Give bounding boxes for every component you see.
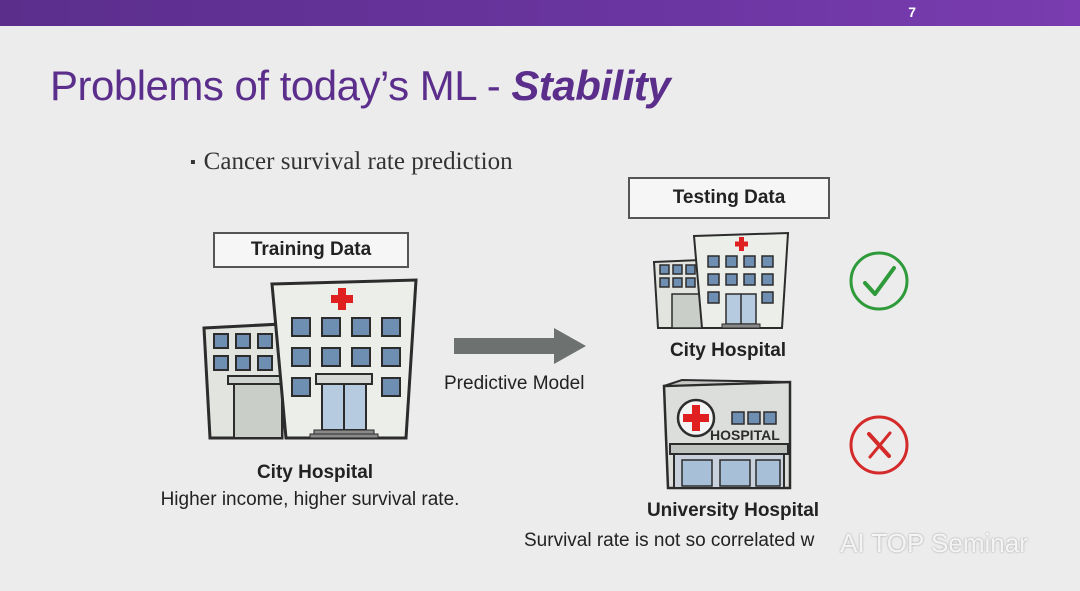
right-arrow-icon <box>454 328 586 364</box>
top-banner: 7 <box>0 0 1080 26</box>
title-main: Problems of today’s ML - <box>50 62 512 109</box>
title-emphasis: Stability <box>511 62 671 109</box>
testing-data-label: Testing Data <box>628 177 830 219</box>
city-hospital-large-icon <box>202 278 418 440</box>
test-hospital-1-name: City Hospital <box>669 340 787 361</box>
bullet-item: ▪ Cancer survival rate prediction <box>190 148 513 176</box>
city-hospital-small-icon <box>652 231 790 329</box>
training-hospital-name: City Hospital <box>256 462 374 483</box>
university-hospital-icon: HOSPITAL <box>662 378 792 490</box>
watermark: AI TOP Seminar <box>840 528 1028 558</box>
check-icon <box>849 251 909 311</box>
bullet-text: Cancer survival rate prediction <box>203 148 513 175</box>
predictive-model-label: Predictive Model <box>444 373 585 394</box>
page-number: 7 <box>908 4 916 20</box>
training-data-label: Training Data <box>213 232 409 268</box>
training-caption: Higher income, higher survival rate. <box>160 489 460 510</box>
hospital-sign-text: HOSPITAL <box>710 427 780 443</box>
cross-icon <box>849 415 909 475</box>
test-hospital-2-name: University Hospital <box>646 500 820 521</box>
slide-title: Problems of today’s ML - Stability <box>50 62 671 110</box>
test-hospital-2-caption: Survival rate is not so correlated w <box>524 530 815 551</box>
bullet-dot-icon: ▪ <box>190 154 196 172</box>
